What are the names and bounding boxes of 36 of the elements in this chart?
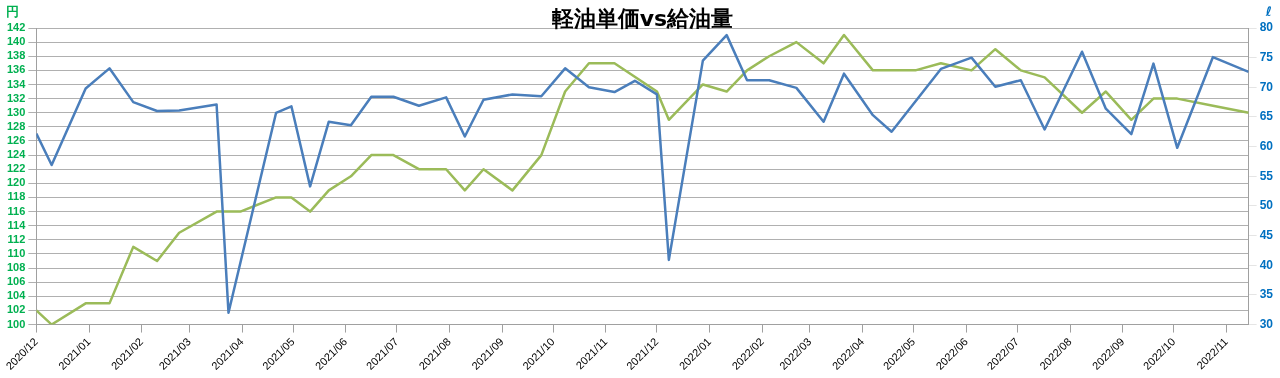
chart-title: 軽油単価vs給油量 — [551, 6, 734, 31]
y2-axis-title: ℓ — [1264, 4, 1272, 19]
y-tick-label: 104 — [6, 289, 27, 302]
y2-tick-label: 80 — [1259, 20, 1274, 35]
y2-tick-label: 55 — [1259, 168, 1274, 183]
y2-tick-label: 30 — [1259, 316, 1274, 331]
y-tick-label: 100 — [6, 317, 26, 330]
y-tick-label: 132 — [6, 91, 26, 104]
y2-tick-label: 75 — [1259, 49, 1274, 64]
y-tick-label: 136 — [6, 63, 26, 76]
y-tick-label: 126 — [6, 134, 26, 146]
y-tick-label: 114 — [7, 218, 27, 231]
y2-tick-label: 40 — [1259, 257, 1274, 272]
y-tick-label: 112 — [7, 232, 26, 245]
y-tick-label: 102 — [6, 303, 26, 316]
y-tick-label: 142 — [6, 21, 26, 34]
y2-tick-label: 45 — [1259, 227, 1274, 242]
y-tick-label: 130 — [6, 105, 26, 118]
y-tick-label: 110 — [7, 246, 26, 259]
y2-tick-label: 70 — [1259, 79, 1274, 94]
y-tick-label: 106 — [6, 275, 26, 288]
y2-tick-label: 50 — [1259, 198, 1274, 213]
y-tick-label: 120 — [6, 176, 26, 189]
y2-tick-label: 35 — [1259, 287, 1274, 302]
y-tick-label: 138 — [6, 49, 26, 62]
y-tick-label: 122 — [6, 162, 26, 175]
y-tick-label: 128 — [6, 119, 26, 132]
y-tick-label: 140 — [6, 35, 26, 48]
y-tick-label: 134 — [6, 77, 27, 90]
y-tick-label: 108 — [6, 261, 26, 274]
y-tick-label: 118 — [7, 190, 26, 203]
y2-tick-label: 65 — [1259, 109, 1274, 124]
y-tick-label: 116 — [7, 204, 26, 217]
y-tick-label: 124 — [6, 148, 27, 161]
y-axis-title: 円 — [6, 4, 19, 19]
y2-tick-label: 60 — [1259, 138, 1274, 153]
